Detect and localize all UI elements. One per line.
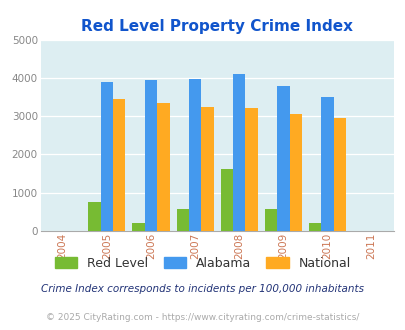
Bar bbox=[277, 86, 289, 231]
Bar bbox=[176, 209, 188, 231]
Bar bbox=[321, 97, 333, 231]
Bar bbox=[132, 222, 145, 231]
Text: © 2025 CityRating.com - https://www.cityrating.com/crime-statistics/: © 2025 CityRating.com - https://www.city… bbox=[46, 313, 359, 322]
Title: Red Level Property Crime Index: Red Level Property Crime Index bbox=[81, 19, 352, 34]
Legend: Red Level, Alabama, National: Red Level, Alabama, National bbox=[50, 252, 355, 275]
Bar bbox=[145, 80, 157, 231]
Bar bbox=[113, 99, 125, 231]
Bar bbox=[245, 108, 257, 231]
Bar bbox=[308, 222, 321, 231]
Bar bbox=[333, 118, 345, 231]
Bar bbox=[201, 107, 213, 231]
Bar bbox=[88, 202, 100, 231]
Bar bbox=[100, 82, 113, 231]
Bar bbox=[220, 169, 232, 231]
Text: Crime Index corresponds to incidents per 100,000 inhabitants: Crime Index corresponds to incidents per… bbox=[41, 284, 364, 294]
Bar bbox=[289, 114, 301, 231]
Bar bbox=[188, 79, 201, 231]
Bar bbox=[157, 103, 169, 231]
Bar bbox=[264, 209, 277, 231]
Bar bbox=[232, 74, 245, 231]
